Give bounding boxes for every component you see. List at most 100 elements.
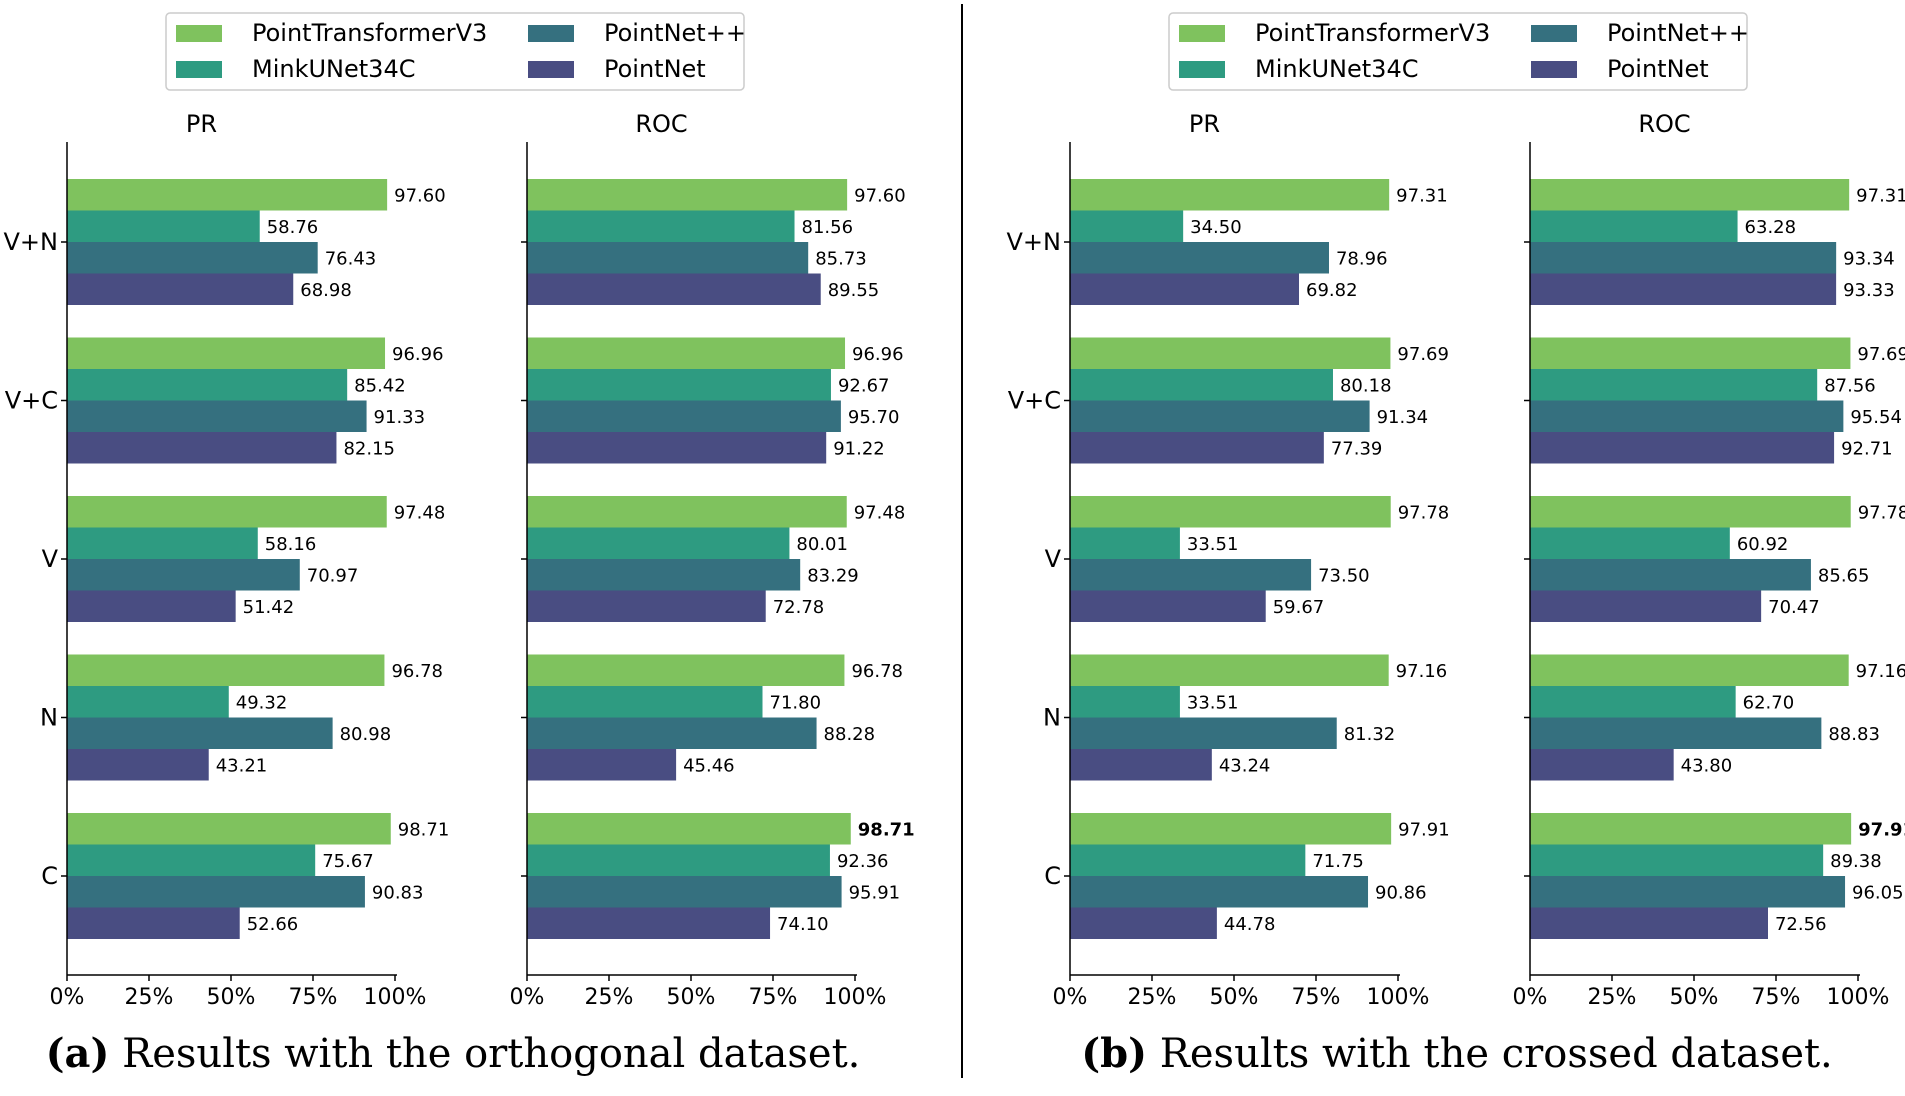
- chart3-data-label: 97.91: [1858, 819, 1905, 840]
- chart0-data-label: 96.96: [392, 344, 444, 365]
- chart1-data-label: 92.36: [837, 851, 889, 872]
- chart0-data-label: 80.98: [340, 724, 392, 745]
- chart0-data-label: 90.83: [372, 882, 424, 903]
- chart2-data-label: 43.24: [1219, 755, 1271, 776]
- chart0-y-tick-label: C: [41, 862, 58, 890]
- chart2-data-label: 77.39: [1331, 438, 1383, 459]
- chart2-y-tick-label: C: [1044, 862, 1061, 890]
- chart2-bar: [1070, 337, 1391, 369]
- chart1-bar: [527, 813, 851, 845]
- chart0-data-label: 97.60: [394, 185, 446, 206]
- chart2-bar: [1070, 179, 1390, 211]
- legend-1-swatch: [1531, 61, 1577, 78]
- chart0-y-tick-label: V+N: [4, 228, 58, 256]
- chart1-data-label: 85.73: [815, 248, 867, 269]
- chart2-data-label: 33.51: [1187, 692, 1239, 713]
- chart0-bar: [67, 559, 300, 591]
- caption-a-text: Results with the orthogonal dataset.: [122, 1031, 861, 1077]
- chart2-data-label: 59.67: [1273, 597, 1325, 618]
- chart1-bar: [527, 844, 830, 876]
- chart1-data-label: 72.78: [773, 597, 825, 618]
- chart2-x-tick-label: 75%: [1292, 985, 1341, 1010]
- chart1-data-label: 89.55: [828, 280, 880, 301]
- legend-1-frame: [1168, 12, 1748, 91]
- chart2-bar: [1070, 686, 1180, 718]
- chart3-x-tick-label: 75%: [1752, 985, 1801, 1010]
- chart3-bar: [1530, 527, 1730, 559]
- chart1-data-label: 83.29: [807, 565, 859, 586]
- chart0-y-tick-label: V+C: [5, 387, 58, 415]
- chart0-x-tick-label: 100%: [364, 985, 427, 1010]
- chart3-bar: [1530, 876, 1846, 908]
- chart0-data-label: 58.76: [267, 217, 319, 238]
- chart3-data-label: 70.47: [1768, 597, 1820, 618]
- chart3-x-tick-label: 100%: [1827, 985, 1890, 1010]
- chart2-data-label: 81.32: [1344, 724, 1396, 745]
- chart3-data-label: 43.80: [1681, 755, 1733, 776]
- chart3-data-label: 87.56: [1824, 375, 1876, 396]
- chart0-bar: [67, 749, 209, 781]
- chart1-data-label: 96.78: [851, 661, 903, 682]
- chart2-bar: [1070, 432, 1324, 464]
- chart3-data-label: 97.69: [1857, 344, 1905, 365]
- chart1-x-tick-label: 100%: [824, 985, 887, 1010]
- chart2-y-tick-label: V: [1045, 545, 1062, 573]
- chart0-bar: [67, 210, 260, 242]
- chart2-data-label: 97.91: [1398, 819, 1450, 840]
- chart2-data-label: 73.50: [1318, 565, 1370, 586]
- chart2-data-label: 69.82: [1306, 280, 1358, 301]
- chart2-bar: [1070, 273, 1300, 305]
- chart0-bar: [67, 717, 333, 749]
- chart1-bar: [527, 590, 766, 622]
- chart2-data-label: 97.69: [1397, 344, 1449, 365]
- chart3-bar: [1530, 179, 1850, 211]
- chart2-data-label: 97.31: [1396, 185, 1448, 206]
- chart2-bar: [1070, 559, 1312, 591]
- chart0-data-label: 75.67: [322, 851, 374, 872]
- chart3-data-label: 96.05: [1852, 882, 1904, 903]
- chart1-bar: [527, 749, 677, 781]
- chart0-x-tick-label: 75%: [289, 985, 338, 1010]
- chart3-data-label: 97.31: [1856, 185, 1905, 206]
- legend-0-swatch: [176, 25, 222, 42]
- chart1-bar: [527, 717, 817, 749]
- chart1-data-label: 97.60: [854, 185, 906, 206]
- chart1-bar: [527, 242, 809, 274]
- chart3-data-label: 95.54: [1850, 407, 1902, 428]
- chart3-bar: [1530, 844, 1824, 876]
- chart2-bar: [1070, 400, 1370, 432]
- chart2-data-label: 97.16: [1396, 661, 1448, 682]
- chart2-data-label: 78.96: [1336, 248, 1388, 269]
- chart2-x-tick-label: 100%: [1367, 985, 1430, 1010]
- chart0-bar: [67, 686, 229, 718]
- chart2-x-tick-label: 25%: [1128, 985, 1177, 1010]
- chart3-title: ROC: [1638, 110, 1690, 138]
- chart3-data-label: 93.33: [1843, 280, 1895, 301]
- legend-1-label: PointNet++: [1607, 19, 1749, 47]
- chart0-x-tick-label: 25%: [125, 985, 174, 1010]
- legend-1-swatch: [1531, 25, 1577, 42]
- chart3-x-tick-label: 25%: [1588, 985, 1637, 1010]
- chart1-bar: [527, 559, 801, 591]
- chart1-bar: [527, 907, 771, 939]
- chart2-bar: [1070, 210, 1184, 242]
- chart1-data-label: 45.46: [683, 755, 735, 776]
- chart2-x-tick-label: 0%: [1053, 985, 1088, 1010]
- chart0-bar: [67, 907, 240, 939]
- chart3-bar: [1530, 717, 1822, 749]
- chart0-data-label: 58.16: [265, 534, 317, 555]
- chart0-bar: [67, 400, 367, 432]
- chart3-bar: [1530, 749, 1674, 781]
- chart1-data-label: 74.10: [777, 914, 829, 935]
- legend-0-swatch: [528, 61, 574, 78]
- chart0-bar: [67, 242, 318, 274]
- chart2-title: PR: [1189, 110, 1220, 138]
- chart2-bar: [1070, 242, 1329, 274]
- chart1-bar: [527, 210, 795, 242]
- chart1-title: ROC: [635, 110, 687, 138]
- legend-0-swatch: [176, 61, 222, 78]
- chart3-data-label: 97.16: [1856, 661, 1905, 682]
- chart0-data-label: 68.98: [300, 280, 352, 301]
- chart3-bar: [1530, 559, 1811, 591]
- chart2-bar: [1070, 496, 1391, 528]
